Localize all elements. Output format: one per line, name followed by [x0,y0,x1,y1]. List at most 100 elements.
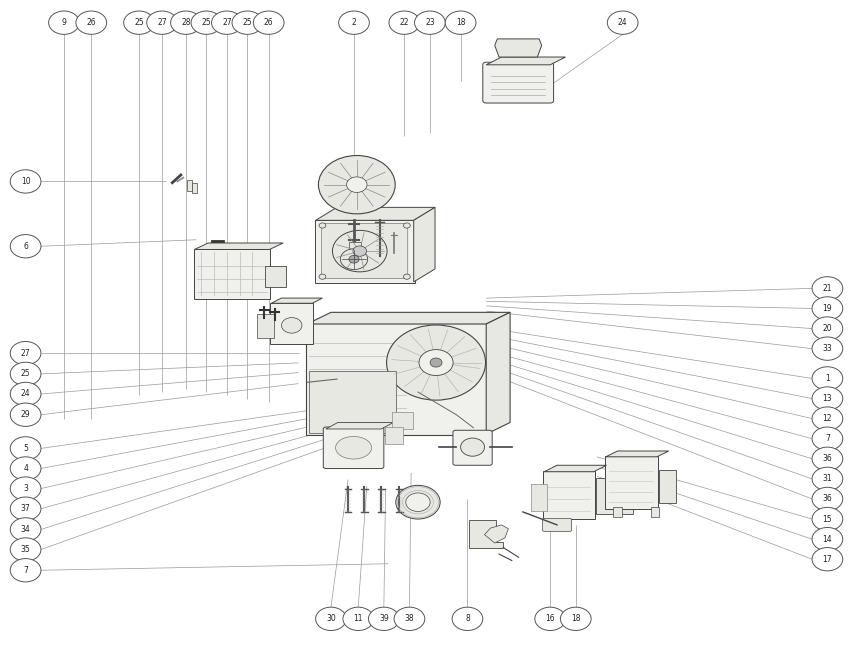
Text: 15: 15 [821,515,832,524]
Circle shape [338,11,369,34]
Circle shape [414,11,445,34]
Text: 31: 31 [821,474,832,483]
FancyBboxPatch shape [321,224,407,279]
Text: 25: 25 [201,18,211,27]
Bar [192,183,197,193]
FancyBboxPatch shape [613,507,621,517]
Text: 2: 2 [351,18,356,27]
Polygon shape [413,207,435,282]
Ellipse shape [335,437,371,459]
Circle shape [811,467,842,491]
Text: 26: 26 [86,18,96,27]
Text: 8: 8 [464,614,469,623]
Circle shape [811,507,842,531]
Circle shape [811,337,842,360]
Circle shape [211,11,242,34]
Text: 25: 25 [134,18,144,27]
FancyBboxPatch shape [265,266,285,287]
Polygon shape [605,451,668,457]
Circle shape [445,11,475,34]
FancyBboxPatch shape [193,249,270,299]
Circle shape [253,11,284,34]
Circle shape [811,277,842,300]
Polygon shape [484,525,508,543]
Circle shape [403,274,410,279]
Text: 27: 27 [222,18,232,27]
Text: 20: 20 [821,324,832,333]
Circle shape [49,11,79,34]
Text: 21: 21 [821,284,832,293]
Text: 30: 30 [325,614,336,623]
FancyBboxPatch shape [596,478,632,514]
Polygon shape [469,520,503,548]
Circle shape [811,548,842,571]
FancyBboxPatch shape [348,242,360,251]
Circle shape [348,255,359,263]
Circle shape [368,607,399,631]
Circle shape [170,11,201,34]
Text: 10: 10 [20,177,31,186]
Circle shape [429,358,441,367]
Text: 36: 36 [821,454,832,463]
Circle shape [10,362,41,386]
FancyBboxPatch shape [650,507,659,517]
Circle shape [353,246,366,257]
Text: 26: 26 [263,18,273,27]
Text: 25: 25 [20,369,31,378]
Circle shape [232,11,262,34]
Text: 14: 14 [821,535,832,544]
FancyBboxPatch shape [452,430,492,465]
FancyBboxPatch shape [604,456,657,509]
Polygon shape [486,312,509,434]
Text: 24: 24 [20,389,31,399]
Circle shape [403,223,410,228]
Circle shape [534,607,565,631]
Text: 38: 38 [404,614,414,623]
FancyBboxPatch shape [658,470,675,503]
Polygon shape [325,422,393,429]
Text: 7: 7 [824,434,829,443]
Circle shape [811,447,842,470]
Circle shape [811,297,842,320]
Text: 3: 3 [23,484,28,493]
Circle shape [124,11,154,34]
Circle shape [811,387,842,410]
Circle shape [394,607,424,631]
Text: 27: 27 [157,18,167,27]
FancyBboxPatch shape [314,220,414,283]
Circle shape [811,407,842,430]
Circle shape [346,177,366,192]
Text: 5: 5 [23,444,28,453]
Circle shape [315,607,346,631]
Text: 7: 7 [23,566,28,575]
Bar [187,180,192,191]
Circle shape [10,559,41,582]
Text: 22: 22 [399,18,409,27]
Circle shape [10,518,41,541]
Text: 39: 39 [378,614,389,623]
Circle shape [10,382,41,406]
FancyBboxPatch shape [392,412,412,429]
Circle shape [10,170,41,193]
Text: 24: 24 [617,18,627,27]
Circle shape [386,325,485,400]
Circle shape [418,350,452,375]
Circle shape [10,235,41,258]
Circle shape [318,156,394,214]
Circle shape [10,437,41,460]
Text: 28: 28 [181,18,191,27]
Circle shape [811,427,842,450]
Circle shape [389,11,419,34]
Text: 17: 17 [821,555,832,564]
Text: 1: 1 [824,374,829,383]
Circle shape [811,367,842,390]
Circle shape [191,11,222,34]
Text: 25: 25 [242,18,252,27]
FancyBboxPatch shape [482,62,553,103]
Circle shape [319,223,325,228]
Circle shape [607,11,637,34]
Text: 34: 34 [20,525,31,534]
Text: 18: 18 [570,614,580,623]
Text: 18: 18 [455,18,465,27]
FancyBboxPatch shape [308,371,396,433]
